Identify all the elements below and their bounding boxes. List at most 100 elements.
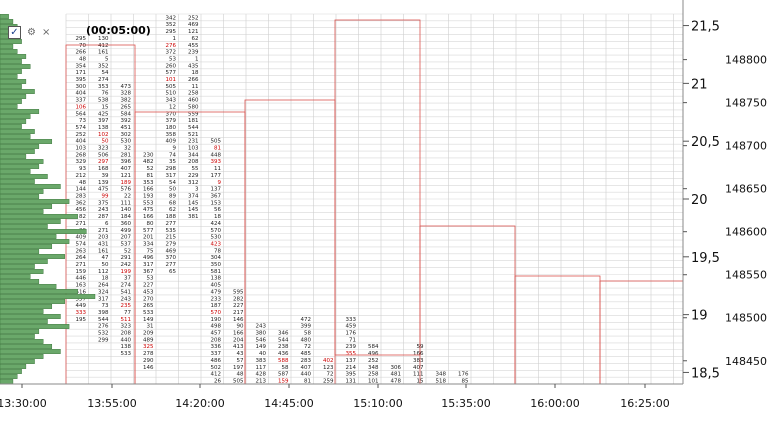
footprint-value: 475 [143, 207, 154, 213]
footprint-value: 498 [211, 324, 222, 330]
footprint-value: 57 [237, 358, 244, 364]
footprint-value: 233 [211, 296, 222, 302]
profile-bar [0, 204, 53, 209]
footprint-value: 576 [121, 187, 132, 193]
footprint-value: 53 [169, 56, 176, 62]
footprint-value: 510 [166, 91, 177, 97]
footprint-value: 117 [256, 365, 267, 371]
footprint-value: 381 [188, 214, 199, 220]
footprint-value: 260 [166, 63, 177, 69]
footprint-value: 146 [233, 317, 244, 323]
footprint-value: 140 [121, 207, 132, 213]
footprint-value: 48 [79, 180, 86, 186]
footprint-value: 188 [166, 214, 177, 220]
footprint-value: 166 [143, 187, 154, 193]
profile-bar [0, 164, 40, 169]
footprint-value: 516 [76, 289, 87, 295]
footprint-value: 50 [102, 139, 109, 145]
footprint-value: 149 [143, 317, 154, 323]
footprint-value: 530 [211, 235, 222, 241]
footprint-value: 201 [143, 235, 154, 241]
footprint-value: 68 [169, 200, 176, 206]
footprint-value: 138 [121, 344, 132, 350]
price-tick-label: 148750 [725, 97, 767, 110]
profile-bar [0, 354, 44, 359]
footprint-value: 90 [237, 324, 244, 330]
footprint-value: 407 [301, 365, 312, 371]
footprint-value: 235 [121, 303, 132, 309]
footprint-value: 344 [188, 152, 199, 158]
footprint-value: 423 [211, 241, 222, 247]
footprint-value: 266 [188, 77, 199, 83]
profile-bar [0, 374, 18, 379]
footprint-value: 546 [256, 337, 267, 343]
footprint-value: 239 [188, 50, 199, 56]
footprint-value: 131 [346, 379, 357, 385]
time-tick-label: 15:35:00 [441, 397, 490, 410]
footprint-value: 353 [98, 84, 109, 90]
footprint-value: 137 [346, 358, 357, 364]
footprint-value: 70 [79, 43, 86, 49]
footprint-value: 193 [143, 194, 154, 200]
footprint-value: 281 [121, 152, 132, 158]
footprint-value: 480 [301, 337, 312, 343]
time-axis: 13:30:00 13:55:00 14:20:00 14:45:00 15:10:00… [0, 383, 683, 420]
footprint-value: 54 [169, 180, 176, 186]
footprint-value: 153 [211, 200, 222, 206]
footprint-value: 145 [188, 207, 199, 213]
profile-bar [0, 89, 35, 94]
footprint-value: 252 [368, 358, 379, 364]
footprint-value: 56 [214, 207, 221, 213]
footprint-value: 1 [195, 56, 199, 62]
gear-icon[interactable]: ⚙ [27, 26, 36, 38]
footprint-value: 39 [102, 173, 109, 179]
footprint-value: 278 [143, 351, 154, 357]
footprint-value: 392 [121, 118, 132, 124]
footprint-value: 209 [143, 331, 154, 337]
footprint-value: 404 [76, 91, 87, 97]
profile-bar [0, 239, 70, 244]
footprint-value: 181 [188, 118, 199, 124]
footprint-value: 106 [76, 104, 87, 110]
footprint-value: 317 [98, 296, 109, 302]
footprint-value: 448 [211, 152, 222, 158]
footprint-value: 208 [188, 159, 199, 165]
footprint-value: 505 [233, 379, 244, 385]
profile-bar [0, 249, 40, 254]
footprint-value: 541 [121, 289, 132, 295]
profile-bar [0, 284, 57, 289]
footprint-value: 355 [346, 351, 357, 357]
footprint-value: 11 [214, 166, 221, 172]
footprint-value: 328 [121, 91, 132, 97]
footprint-value: 535 [166, 228, 177, 234]
close-icon[interactable]: × [41, 26, 51, 38]
footprint-value: 370 [166, 111, 177, 117]
footprint-value: 243 [121, 296, 132, 302]
footprint-value: 264 [76, 255, 87, 261]
footprint-value: 446 [76, 276, 87, 282]
footprint-value: 502 [211, 365, 222, 371]
footprint-value: 62 [169, 207, 176, 213]
profile-bar [0, 279, 40, 284]
footprint-value: 265 [121, 104, 132, 110]
footprint-value: 123 [323, 365, 334, 371]
footprint-value: 217 [233, 310, 244, 316]
footprint-value: 358 [166, 132, 177, 138]
footprint-value: 440 [121, 337, 132, 343]
profile-bar [0, 364, 27, 369]
footprint-value: 99 [102, 194, 109, 200]
profile-bar [0, 174, 48, 179]
sec-tick-label: 19 [691, 309, 708, 324]
footprint-value: 163 [76, 283, 87, 289]
footprint-value: 252 [188, 15, 199, 21]
visibility-checkbox[interactable]: ✓ [8, 25, 21, 39]
footprint-value: 334 [143, 241, 154, 247]
footprint-value: 436 [278, 351, 289, 357]
footprint-value: 298 [166, 166, 177, 172]
footprint-value: 138 [211, 276, 222, 282]
profile-bar [0, 309, 44, 314]
footprint-value: 559 [188, 111, 199, 117]
footprint-value: 271 [76, 221, 87, 227]
